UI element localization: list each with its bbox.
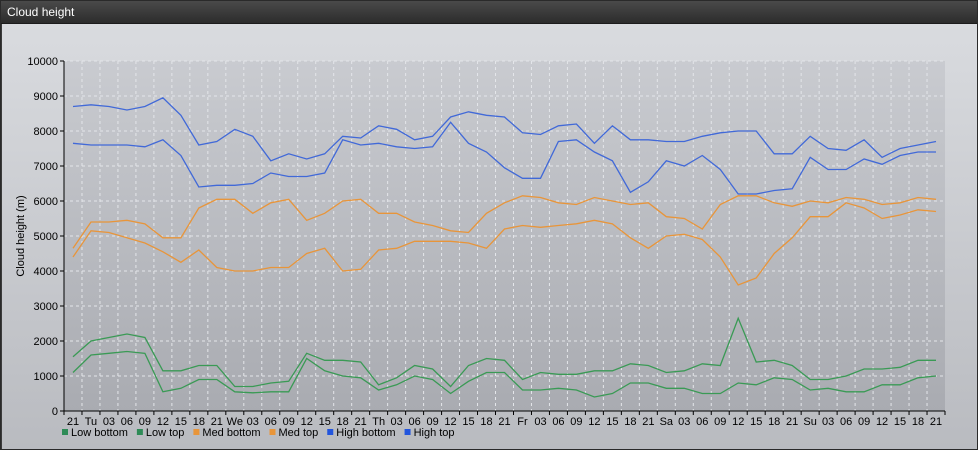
series-line-med-top (72, 195, 937, 249)
y-tick-label: 2000 (34, 336, 58, 348)
x-tick-label: 12 (732, 416, 744, 428)
x-tick-label: 03 (822, 416, 834, 428)
y-tick-label: 3000 (34, 301, 58, 313)
x-tick-label: 12 (444, 416, 456, 428)
y-tick-label: 4000 (34, 266, 58, 278)
title-bar: Cloud height (1, 1, 977, 24)
x-tick-label: Sa (660, 416, 674, 428)
y-tick-label: 9000 (34, 91, 58, 103)
x-tick-label: 21 (355, 416, 367, 428)
x-tick-label: 18 (337, 416, 349, 428)
y-tick-label: 5000 (34, 231, 58, 243)
legend-label-med-bottom: Med bottom (202, 427, 260, 439)
x-tick-labels: 21 Tu 03 06 09 12 15 18 21 We 03 06 09 12 15 18 21 Th 03 06… (67, 416, 942, 428)
y-tick-label: 8000 (34, 126, 58, 138)
x-tick-label: 03 (534, 416, 546, 428)
legend-label-high-top: High top (414, 427, 455, 439)
x-tick-label: Th (372, 416, 385, 428)
y-tick-label: 10000 (27, 56, 58, 68)
x-tick-label: Su (803, 416, 816, 428)
legend-swatch-med-top (269, 429, 276, 435)
x-tick-label: 21 (930, 416, 942, 428)
legend-swatch-low-top (136, 429, 143, 435)
series-lines (72, 97, 937, 398)
x-tick-label: 12 (301, 416, 313, 428)
x-tick-label: 03 (247, 416, 259, 428)
x-tick-label: 03 (678, 416, 690, 428)
series-line-med-bottom (72, 202, 937, 286)
x-tick-label: 06 (840, 416, 852, 428)
x-tick-label: 09 (139, 416, 151, 428)
x-tick-label: 21 (498, 416, 510, 428)
legend-label-med-top: Med top (279, 427, 319, 439)
cloud-height-chart: 0 1000 2000 3000 4000 5000 6000 7000 8000 9000 100… (15, 56, 946, 439)
widget-title: Cloud height (7, 5, 75, 19)
x-tick-label: 15 (750, 416, 762, 428)
x-tick-label: 12 (157, 416, 169, 428)
series-line-high-top (72, 97, 937, 162)
x-tick-label: 15 (175, 416, 187, 428)
x-tick-label: 15 (894, 416, 906, 428)
x-tick-label: 18 (768, 416, 780, 428)
x-tick-label: 09 (570, 416, 582, 428)
y-tick-label: 7000 (34, 161, 58, 173)
x-tick-label: 06 (121, 416, 133, 428)
y-tick-labels: 0 1000 2000 3000 4000 5000 6000 7000 8000 9000 100… (27, 56, 58, 418)
x-tick-label: 06 (552, 416, 564, 428)
x-tick-label: 09 (283, 416, 295, 428)
x-tick-label: 09 (714, 416, 726, 428)
x-tick-label: 21 (211, 416, 223, 428)
x-tick-label: 06 (696, 416, 708, 428)
x-tick-label: 12 (588, 416, 600, 428)
x-tick-label: 03 (390, 416, 402, 428)
chart-area: 0 1000 2000 3000 4000 5000 6000 7000 8000 9000 100… (2, 24, 977, 449)
x-tick-label: 06 (408, 416, 420, 428)
legend-swatch-med-bottom (193, 429, 200, 435)
x-tick-label: 15 (462, 416, 474, 428)
y-axis-label: Cloud height (m) (15, 195, 27, 276)
x-tick-label: 09 (858, 416, 870, 428)
x-tick-label: 15 (319, 416, 331, 428)
legend-swatch-high-bottom (327, 429, 334, 435)
x-tick-label: 06 (265, 416, 277, 428)
x-tick-label: 21 (642, 416, 654, 428)
legend-label-low-top: Low top (146, 427, 185, 439)
x-tick-label: 18 (193, 416, 205, 428)
x-tick-label: 18 (912, 416, 924, 428)
series-line-low-bottom (72, 350, 937, 398)
x-tick-label: 03 (103, 416, 115, 428)
series-line-high-bottom (72, 121, 936, 195)
x-tick-label: 12 (876, 416, 888, 428)
y-tick-label: 0 (52, 406, 58, 418)
x-tick-label: 15 (606, 416, 618, 428)
x-tick-label: 18 (480, 416, 492, 428)
legend-swatch-low-bottom (62, 429, 68, 435)
series-line-low-top (72, 316, 936, 388)
grid-lines (64, 60, 945, 411)
legend-label-low-bottom: Low bottom (71, 427, 128, 439)
axes (60, 60, 946, 415)
x-tick-label: Fr (517, 416, 528, 428)
x-tick-label: Tu (85, 416, 97, 428)
y-tick-label: 1000 (34, 371, 58, 383)
x-tick-label: We (227, 416, 243, 428)
y-tick-label: 6000 (34, 196, 58, 208)
x-tick-label: 18 (624, 416, 636, 428)
x-tick-label: 21 (67, 416, 79, 428)
x-tick-label: 21 (786, 416, 798, 428)
legend: Low bottom Low top Med bottom Med top High b… (62, 427, 455, 439)
legend-swatch-high-top (404, 429, 411, 435)
x-tick-label: 09 (426, 416, 438, 428)
legend-label-high-bottom: High bottom (336, 427, 395, 439)
